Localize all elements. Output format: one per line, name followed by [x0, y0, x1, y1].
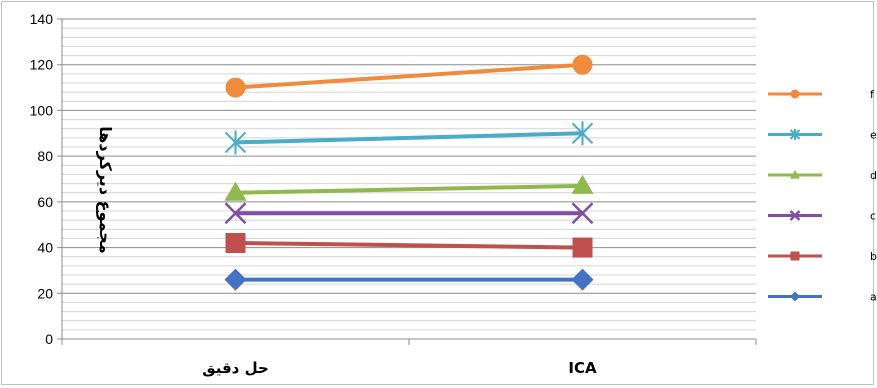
- y-tick-label: 20: [37, 285, 53, 301]
- series-line: [233, 241, 585, 250]
- series-line: [233, 62, 585, 90]
- data-point-marker: [224, 130, 247, 155]
- data-point-marker: [572, 237, 593, 258]
- grid: [57, 18, 756, 340]
- legend-label: مساله d: [870, 169, 877, 182]
- y-tick-label: 0: [45, 331, 53, 347]
- legend-item: مساله c: [768, 210, 877, 223]
- y-tick-label: 40: [37, 240, 53, 256]
- legend-label: مساله c: [870, 210, 877, 223]
- y-tick-label: 100: [30, 102, 54, 118]
- legend-label: مساله b: [870, 250, 877, 263]
- legend-item: مساله f: [768, 88, 877, 101]
- marker-stroke: [571, 202, 594, 225]
- data-point-marker: [789, 129, 801, 140]
- data-point-marker: [571, 268, 594, 291]
- marker-stroke: [224, 202, 247, 225]
- legend-item: مساله b: [768, 250, 877, 263]
- data-point-marker: [790, 251, 800, 261]
- data-point-marker: [225, 77, 246, 98]
- y-axis-title: مجموع دیرکردها: [96, 126, 115, 253]
- data-point-marker: [572, 54, 593, 75]
- data-point-marker: [790, 291, 800, 302]
- series-2: [225, 233, 593, 258]
- data-point-marker: [790, 170, 800, 179]
- legend-label: مساله e: [870, 129, 877, 142]
- y-tick-label: 60: [37, 194, 53, 210]
- legend-item: مساله a: [768, 291, 877, 304]
- y-tick-label: 80: [37, 148, 53, 164]
- series-5: [224, 121, 594, 155]
- series-line: [233, 183, 585, 195]
- legend-item: مساله d: [768, 169, 877, 182]
- y-tick-label: 140: [30, 11, 54, 27]
- series-3: [224, 202, 594, 225]
- legend-label: مساله a: [870, 291, 877, 304]
- data-point-marker: [571, 174, 594, 194]
- x-category-label: حل دقیق: [202, 359, 269, 377]
- series-layer: [224, 54, 594, 291]
- series-6: [225, 54, 593, 98]
- data-point-marker: [790, 89, 800, 99]
- legend-label: مساله f: [870, 88, 877, 101]
- x-category-label: ICA: [568, 359, 597, 377]
- data-point-marker: [571, 121, 594, 146]
- series-1: [224, 268, 594, 291]
- legend-item: مساله e: [768, 129, 877, 142]
- data-point-marker: [789, 210, 801, 221]
- data-point-marker: [571, 202, 594, 225]
- y-tick-label: 120: [30, 57, 54, 73]
- series-line: [233, 131, 585, 145]
- axes: 0 20 40 60 80 100 120 140 حل دقیق ICA: [30, 11, 757, 377]
- series-4: [224, 174, 594, 201]
- legend: مساله f مساله e مساله d مساله c مساله b مساله…: [768, 88, 877, 304]
- marker-stroke: [789, 210, 801, 221]
- data-point-marker: [224, 202, 247, 225]
- data-point-marker: [224, 181, 247, 201]
- data-point-marker: [225, 233, 246, 253]
- data-point-marker: [224, 268, 247, 291]
